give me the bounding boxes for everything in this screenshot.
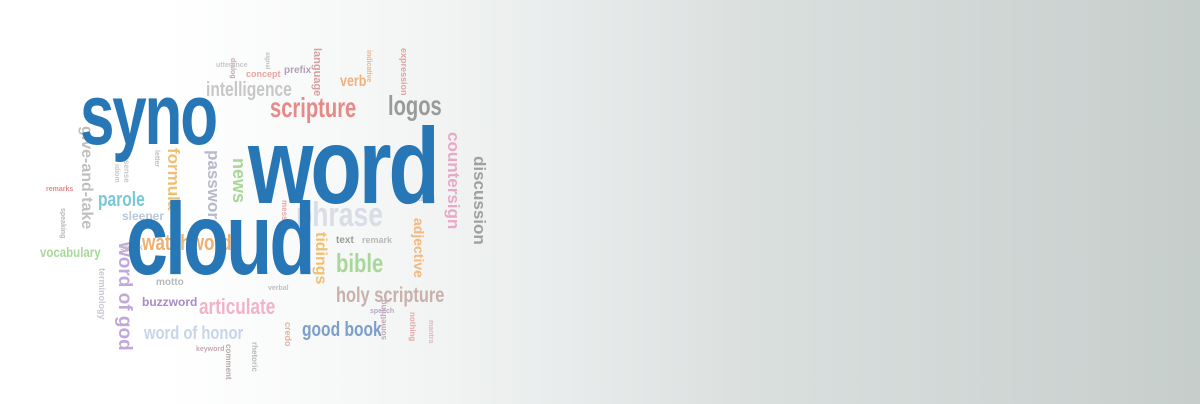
cloud-word: talk [418, 196, 431, 203]
cloud-word: speak [120, 243, 143, 252]
cloud-word: expression [399, 48, 409, 96]
cloud-word: credo [283, 322, 293, 347]
cloud-word: discussion [470, 156, 489, 245]
cloud-word: prefix [284, 65, 312, 76]
title-word: word [248, 105, 440, 226]
cloud-word: tidings [312, 232, 329, 285]
cloud-word: remark [362, 235, 393, 245]
cloud-word: rhetoric [250, 342, 259, 372]
cloud-word: utterance [216, 62, 248, 69]
cloud-word: verbal [268, 285, 289, 292]
cloud-word: concept [246, 69, 281, 79]
cloud-word: scripture [270, 92, 357, 123]
cloud-word: countersign [444, 132, 463, 230]
cloud-word: good book [302, 319, 382, 341]
cloud-word: verb [340, 73, 367, 90]
cloud-word: something [379, 299, 388, 340]
title-cloud: cloud [126, 182, 315, 296]
cloud-word: indicative [365, 50, 372, 83]
cloud-word: remarks [46, 186, 74, 193]
cloud-word: sense [122, 160, 131, 183]
cloud-word: articulate [199, 294, 276, 319]
cloud-word: motto [156, 277, 184, 288]
cloud-word: logos [388, 90, 442, 121]
cloud-word: mantra [427, 320, 434, 344]
cloud-word: intelligence [206, 79, 292, 101]
cloud-word: watchword [142, 230, 232, 255]
cloud-word: buzzword [142, 295, 198, 309]
cloud-word: text [336, 235, 354, 246]
cloud-word: parole [98, 189, 145, 211]
cloud-word: word of honor [144, 323, 244, 343]
cloud-word: sleeper [122, 209, 165, 223]
cloud-word: idiom [113, 164, 120, 183]
cloud-word: adjective [411, 218, 427, 278]
cloud-word: phrase [296, 196, 383, 234]
cloud-word: nothing [408, 312, 417, 342]
cloud-word: holy scripture [336, 284, 445, 307]
title-syno: syno [80, 67, 218, 163]
cloud-word: language [311, 48, 323, 97]
cloud-word: signal [264, 52, 270, 70]
cloud-word: comment [224, 344, 233, 380]
cloud-word: speaking [59, 208, 66, 239]
cloud-word: vocabulary [40, 244, 101, 260]
cloud-word: keyword [196, 346, 225, 353]
cloud-word: speech [370, 308, 395, 315]
cloud-word: bible [336, 248, 384, 278]
cloud-word: terminology [97, 268, 107, 320]
